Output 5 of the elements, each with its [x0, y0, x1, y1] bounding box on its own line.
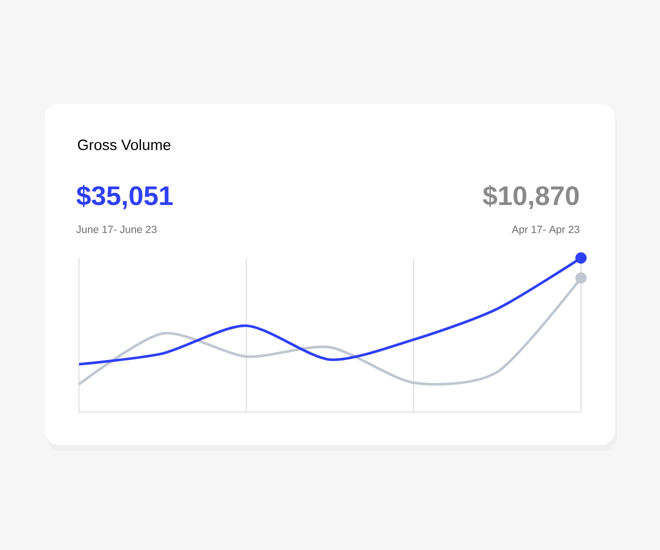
text: Apr 17- Apr 23	[512, 226, 580, 236]
text: $10,870	[482, 185, 579, 210]
text: June 17- June 23	[76, 226, 157, 234]
text: $35,051	[76, 185, 173, 210]
chart-title: Gross Volume	[78, 139, 170, 150]
